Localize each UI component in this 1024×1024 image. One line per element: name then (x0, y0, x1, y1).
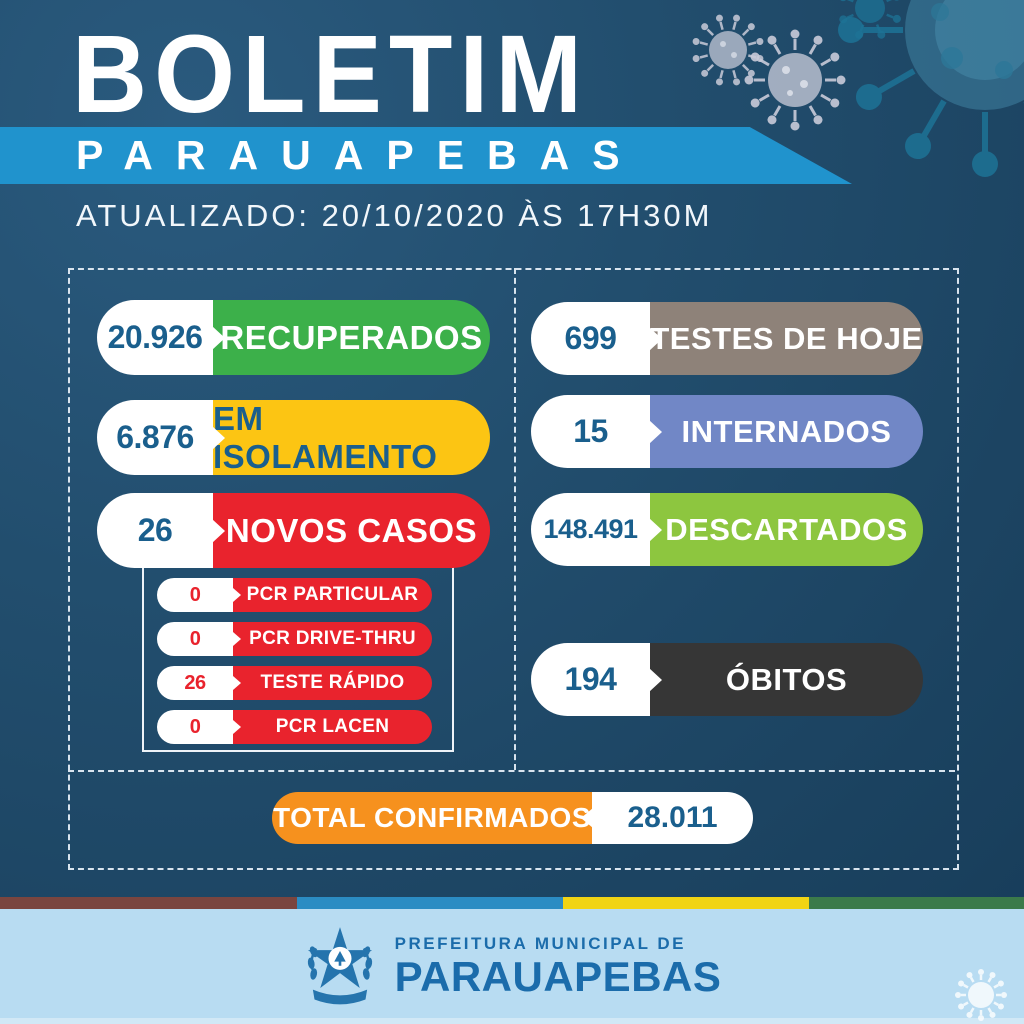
stat-pill-em-isolamento: 6.876 EM ISOLAMENTO (97, 400, 490, 475)
stat-value: 26 (97, 493, 213, 568)
virus-icon (743, 28, 847, 132)
subtitle-banner: PARAUAPEBAS (0, 127, 852, 184)
stat-pill-descartados: 148.491 DESCARTADOS (531, 493, 923, 566)
breakdown-value: 0 (157, 578, 233, 612)
page-title: BOLETIM (72, 13, 589, 137)
stat-pill-recuperados: 20.926 RECUPERADOS (97, 300, 490, 375)
stats-frame (68, 268, 959, 870)
total-confirmados-pill: TOTAL CONFIRMADOS 28.011 (272, 792, 753, 844)
stat-label: EM ISOLAMENTO (213, 400, 490, 475)
strip-segment (296, 897, 564, 909)
virus-icon (690, 12, 766, 88)
stat-label: ÓBITOS (650, 643, 923, 716)
footer-line2: PARAUAPEBAS (394, 953, 722, 1000)
breakdown-label: TESTE RÁPIDO (233, 666, 432, 700)
breakdown-value: 26 (157, 666, 233, 700)
stat-label: INTERNADOS (650, 395, 923, 468)
stat-value: 6.876 (97, 400, 213, 475)
breakdown-label: PCR LACEN (233, 710, 432, 744)
breakdown-pill-pcr-drive-thru: 0 PCR DRIVE-THRU (157, 622, 432, 656)
stat-pill-testes-de-hoje: 699 TESTES DE HOJE (531, 302, 923, 375)
stat-value: 15 (531, 395, 650, 468)
total-label: TOTAL CONFIRMADOS (272, 792, 592, 844)
breakdown-value: 0 (157, 622, 233, 656)
stat-value: 20.926 (97, 300, 213, 375)
breakdown-pill-pcr-lacen: 0 PCR LACEN (157, 710, 432, 744)
footer: PREFEITURA MUNICIPAL DE PARAUAPEBAS (0, 909, 1024, 1024)
breakdown-pill-teste-rapido: 26 TESTE RÁPIDO (157, 666, 432, 700)
stat-pill-obitos: 194 ÓBITOS (531, 643, 923, 716)
stat-value: 194 (531, 643, 650, 716)
breakdown-value: 0 (157, 710, 233, 744)
virus-icon (838, 0, 1024, 177)
virus-watermark-icon (953, 967, 1009, 1023)
stat-value: 699 (531, 302, 650, 375)
footer-bottom-highlight (0, 1018, 1024, 1024)
stat-pill-internados: 15 INTERNADOS (531, 395, 923, 468)
stats-frame-vertical-divider (514, 268, 516, 770)
breakdown-pill-pcr-particular: 0 PCR PARTICULAR (157, 578, 432, 612)
stat-label: NOVOS CASOS (213, 493, 490, 568)
virus-icon (690, 0, 1024, 270)
subtitle-text: PARAUAPEBAS (76, 132, 643, 178)
parauapebas-coat-of-arms-icon (307, 926, 372, 1004)
stat-value: 148.491 (531, 493, 650, 566)
stat-label: DESCARTADOS (650, 493, 923, 566)
stat-pill-novos-casos: 26 NOVOS CASOS (97, 493, 490, 568)
total-value: 28.011 (592, 792, 753, 844)
virus-icon (836, 0, 904, 42)
strip-segment (808, 897, 1024, 909)
color-strip (0, 897, 1024, 909)
updated-timestamp: ATUALIZADO: 20/10/2020 ÀS 17H30M (76, 198, 713, 233)
breakdown-label: PCR DRIVE-THRU (233, 622, 432, 656)
stat-label: RECUPERADOS (213, 300, 490, 375)
breakdown-label: PCR PARTICULAR (233, 578, 432, 612)
strip-segment (0, 897, 297, 909)
footer-wordmark: PREFEITURA MUNICIPAL DE PARAUAPEBAS (395, 935, 722, 998)
stats-frame-horizontal-divider (68, 770, 955, 772)
stat-label: TESTES DE HOJE (650, 302, 923, 375)
footer-line1: PREFEITURA MUNICIPAL DE (394, 934, 687, 953)
strip-segment (563, 897, 809, 909)
